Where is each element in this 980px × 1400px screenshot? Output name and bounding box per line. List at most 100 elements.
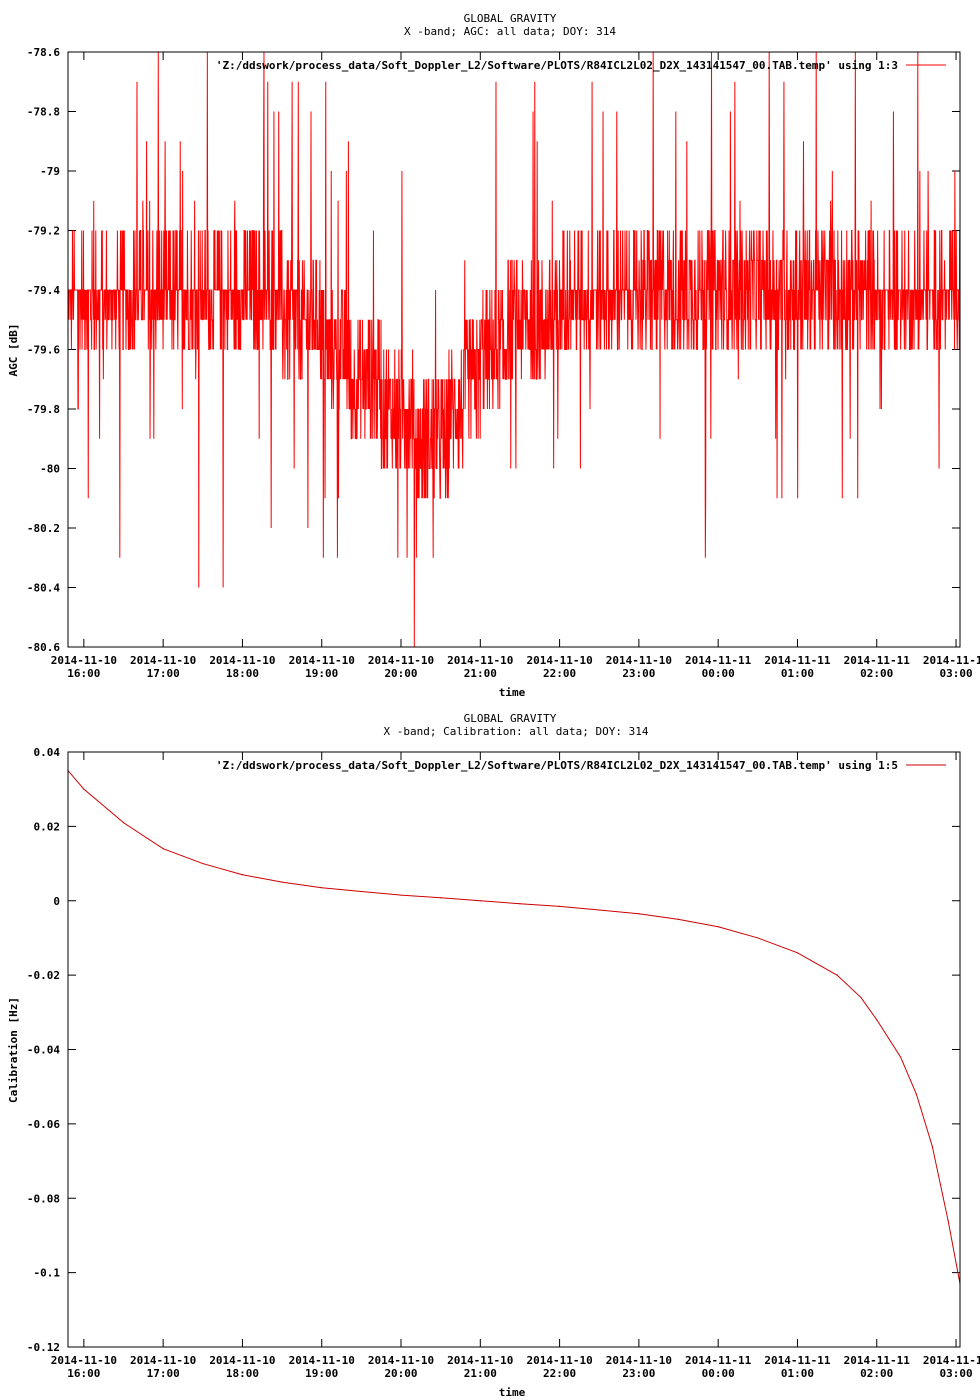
x-tick-date: 2014-11-10 — [606, 1354, 672, 1367]
x-tick-time: 23:00 — [622, 1367, 655, 1380]
y-tick-label: -78.8 — [27, 106, 60, 119]
x-tick-date: 2014-11-10 — [209, 1354, 275, 1367]
x-tick-time: 02:00 — [860, 1367, 893, 1380]
x-tick-date: 2014-11-10 — [447, 1354, 513, 1367]
x-tick-date: 2014-11-10 — [368, 1354, 434, 1367]
x-tick-time: 17:00 — [147, 667, 180, 680]
x-tick-date: 2014-11-11 — [923, 654, 980, 667]
calibration-plot-frame — [67, 751, 961, 1348]
calibration-point — [162, 848, 164, 850]
calibration-point — [677, 918, 680, 920]
calibration-point — [83, 788, 85, 790]
calibration-point — [479, 900, 481, 902]
calibration-point — [717, 926, 719, 928]
calibration-point — [440, 897, 442, 899]
x-tick-time: 01:00 — [781, 1367, 814, 1380]
x-tick-date: 2014-11-11 — [844, 654, 911, 667]
calibration-series-line — [67, 770, 961, 1284]
x-tick-date: 2014-11-10 — [209, 654, 275, 667]
y-tick-label: -0.12 — [27, 1341, 60, 1354]
x-tick-time: 03:00 — [939, 667, 972, 680]
y-tick-label: -78.6 — [27, 46, 60, 59]
y-tick-label: -0.02 — [27, 969, 60, 982]
calibration-point — [876, 1019, 878, 1021]
x-tick-date: 2014-11-10 — [606, 654, 672, 667]
calibration-point — [860, 996, 862, 999]
calibration-point — [931, 1145, 933, 1147]
x-tick-time: 18:00 — [226, 1367, 259, 1380]
x-tick-time: 21:00 — [464, 667, 497, 680]
calibration-point — [400, 894, 402, 896]
x-tick-date: 2014-11-10 — [51, 1354, 117, 1367]
y-tick-label: -0.06 — [27, 1118, 60, 1131]
x-tick-date: 2014-11-11 — [844, 1354, 911, 1367]
agc-series-line — [68, 51, 961, 648]
y-tick-label: 0.02 — [34, 820, 61, 833]
agc-legend-label: 'Z:/ddswork/process_data/Soft_Doppler_L2… — [216, 59, 898, 72]
agc-y-axis-label: AGC [dB] — [7, 324, 20, 377]
calibration-point — [202, 862, 204, 865]
x-tick-date: 2014-11-10 — [289, 654, 355, 667]
x-tick-date: 2014-11-10 — [289, 1354, 355, 1367]
calibration-point — [558, 905, 561, 907]
y-tick-label: -0.1 — [34, 1267, 61, 1280]
agc-chart-subtitle: X -band; AGC: all data; DOY: 314 — [404, 25, 616, 38]
calibration-point — [281, 881, 283, 883]
calibration-y-axis-label: Calibration [Hz] — [7, 997, 20, 1103]
x-tick-time: 23:00 — [622, 667, 655, 680]
x-tick-date: 2014-11-11 — [685, 654, 752, 667]
x-tick-time: 02:00 — [860, 667, 893, 680]
calibration-point — [321, 887, 323, 889]
calibration-x-axis-label: time — [499, 1386, 526, 1399]
y-tick-label: -0.04 — [27, 1044, 60, 1057]
y-tick-label: -0.08 — [27, 1192, 60, 1205]
y-tick-label: -79.8 — [27, 403, 60, 416]
x-tick-time: 19:00 — [305, 1367, 338, 1380]
calibration-point — [519, 903, 521, 905]
x-tick-date: 2014-11-10 — [526, 1354, 592, 1367]
y-tick-label: -79 — [40, 165, 60, 178]
agc-chart-title: GLOBAL GRAVITY — [464, 12, 557, 25]
y-tick-label: 0 — [53, 895, 60, 908]
calibration-point — [796, 952, 799, 954]
y-tick-label: 0.04 — [34, 746, 61, 759]
x-tick-time: 16:00 — [67, 1367, 100, 1380]
calibration-point — [360, 890, 362, 893]
calibration-point — [122, 822, 125, 824]
calibration-point — [947, 1219, 949, 1222]
x-tick-time: 00:00 — [702, 667, 735, 680]
x-tick-date: 2014-11-11 — [764, 1354, 831, 1367]
x-tick-time: 19:00 — [305, 667, 338, 680]
x-tick-time: 03:00 — [939, 1367, 972, 1380]
x-tick-date: 2014-11-11 — [685, 1354, 752, 1367]
x-tick-time: 18:00 — [226, 667, 259, 680]
agc-plot-frame — [67, 51, 961, 648]
calibration-point — [598, 909, 600, 911]
calibration-point — [241, 874, 244, 876]
x-tick-date: 2014-11-10 — [368, 654, 434, 667]
calibration-legend-label: 'Z:/ddswork/process_data/Soft_Doppler_L2… — [216, 759, 898, 772]
x-tick-time: 00:00 — [702, 1367, 735, 1380]
x-tick-time: 20:00 — [384, 667, 417, 680]
x-tick-time: 22:00 — [543, 667, 576, 680]
x-tick-time: 16:00 — [67, 667, 100, 680]
calibration-point — [915, 1093, 917, 1095]
x-tick-time: 20:00 — [384, 1367, 417, 1380]
x-tick-time: 21:00 — [464, 1367, 497, 1380]
y-tick-label: -80.2 — [27, 522, 60, 535]
y-tick-label: -79.4 — [27, 284, 60, 297]
x-tick-date: 2014-11-10 — [526, 654, 592, 667]
calibration-point — [638, 913, 640, 915]
agc-chart: GLOBAL GRAVITY X -band; AGC: all data; D… — [7, 12, 980, 699]
y-tick-label: -80 — [40, 463, 60, 476]
calibration-chart: GLOBAL GRAVITY X -band; Calibration: all… — [7, 712, 980, 1399]
calibration-chart-subtitle: X -band; Calibration: all data; DOY: 314 — [384, 725, 649, 738]
agc-x-axis-label: time — [499, 686, 526, 699]
calibration-point — [757, 937, 759, 939]
y-tick-label: -79.2 — [27, 225, 60, 238]
x-tick-time: 17:00 — [147, 1367, 180, 1380]
x-tick-time: 22:00 — [543, 1367, 576, 1380]
x-tick-date: 2014-11-10 — [51, 654, 117, 667]
y-tick-label: -80.6 — [27, 641, 60, 654]
